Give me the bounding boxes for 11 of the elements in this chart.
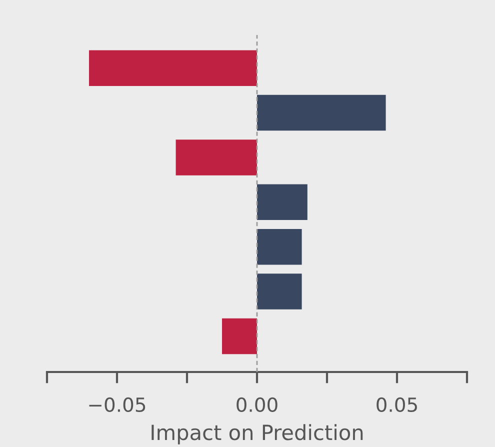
x-tick-label: −0.05 xyxy=(89,397,146,412)
bar xyxy=(257,274,302,310)
bar xyxy=(257,94,386,131)
bar xyxy=(222,318,257,354)
bar xyxy=(176,140,257,176)
bar xyxy=(89,50,257,86)
x-tick-label: 0.05 xyxy=(376,397,417,412)
bar xyxy=(257,228,302,265)
x-axis-title: Impact on Prediction xyxy=(152,424,363,444)
bar xyxy=(257,184,308,220)
x-tick-label: 0.00 xyxy=(236,397,278,412)
